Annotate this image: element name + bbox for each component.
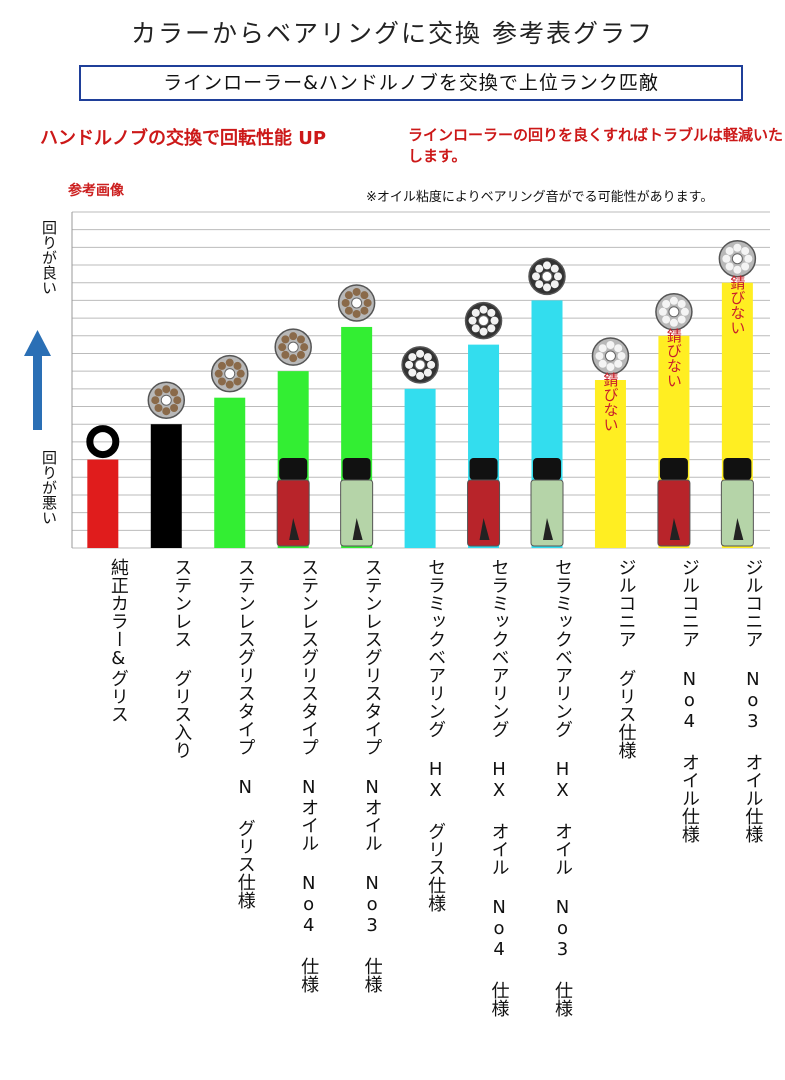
- subtitle-box: ラインローラー&ハンドルノブを交換で上位ランク匹敵: [79, 65, 743, 101]
- bar-2: [150, 424, 182, 548]
- up-arrow-icon: [24, 330, 51, 430]
- oil-bottle-icon: [467, 458, 501, 547]
- x-axis-label: ジルコニア No4 オイル仕様: [678, 558, 700, 843]
- chart-title: カラーからベアリングに交換 参考表グラフ: [131, 19, 654, 48]
- x-axis-label: ステンレスグリスタイプ N グリス仕様: [234, 558, 256, 909]
- y-axis-top-label: 回りが良い: [40, 220, 58, 295]
- bar-1: [87, 459, 119, 548]
- x-axis-label: セラミックベアリング HX グリス仕様: [425, 558, 447, 912]
- x-axis-label: ジルコニア No3 オイル仕様: [742, 558, 764, 843]
- x-axis-label: セラミックベアリング HX オイル No3 仕様: [552, 558, 573, 1017]
- oil-bottle-icon: [657, 458, 691, 547]
- bar-annotation: 錆びない: [665, 327, 683, 388]
- x-axis-label: ステンレス グリス入り: [171, 558, 193, 759]
- bearing-icon: [274, 328, 312, 366]
- bar-3: [214, 397, 246, 548]
- bearing-icon: [655, 293, 693, 331]
- x-axis-label: ステンレスグリスタイプ Nオイル No3 仕様: [361, 558, 383, 993]
- oil-bottle-icon: [276, 458, 310, 547]
- bar-annotation: 錆びない: [601, 371, 619, 432]
- tagline-left: ハンドルノブの交換で回転性能 UP: [40, 128, 327, 149]
- bearing-icon: [528, 257, 566, 296]
- x-axis-label: ステンレスグリスタイプ Nオイル No4 仕様: [298, 558, 320, 993]
- bar-9: [594, 380, 626, 548]
- x-axis-label: セラミックベアリング HX オイル No4 仕様: [488, 558, 510, 1017]
- y-axis-bottom-label: 回りが悪い: [40, 450, 58, 525]
- oil-bottle-icon: [720, 458, 754, 547]
- reference-image-label: 参考画像: [68, 183, 124, 199]
- bearing-icon: [147, 381, 186, 419]
- bearing-icon: [464, 301, 503, 340]
- bearing-icon: [401, 346, 439, 384]
- x-axis-label: 純正カラー&グリス: [107, 558, 129, 723]
- x-axis-label: ジルコニア グリス仕様: [615, 558, 637, 759]
- bearing-icon: [591, 337, 630, 375]
- tagline-right: ラインローラーの回りを良くすればトラブルは軽減いたします。: [408, 126, 784, 165]
- bearing-icon: [210, 354, 249, 393]
- bearing-icon: [337, 284, 376, 322]
- bar-6: [404, 388, 436, 548]
- bearing-icon: [718, 239, 757, 278]
- oil-bottle-icon: [530, 458, 564, 547]
- oil-bottle-icon: [340, 458, 374, 547]
- oil-viscosity-note: ※オイル粘度によりベアリング音がでる可能性があります。: [366, 190, 714, 205]
- ring-icon: [86, 425, 120, 459]
- bar-annotation: 錆びない: [728, 274, 746, 335]
